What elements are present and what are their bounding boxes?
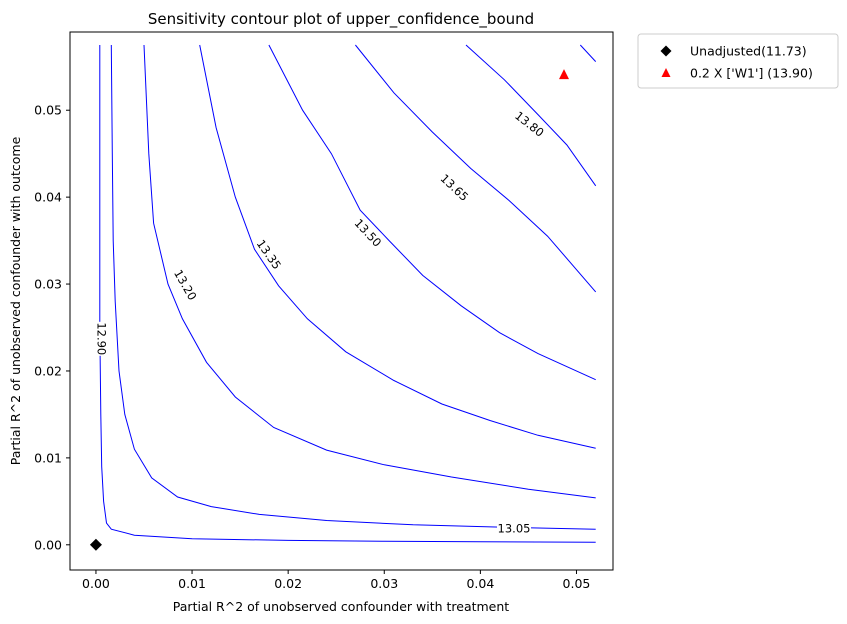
legend-diamond-marker xyxy=(660,45,672,57)
contour-label-group: 13.65 xyxy=(437,170,472,205)
unadjusted-marker xyxy=(89,538,102,551)
contour-label-background xyxy=(253,236,285,273)
contour-lines xyxy=(99,44,597,543)
x-tick-label: 0.05 xyxy=(563,576,591,591)
contour-label-group: 13.20 xyxy=(170,266,200,304)
contour-label-background xyxy=(94,321,109,356)
x-tick-label: 0.01 xyxy=(178,576,206,591)
x-tick-label: 0.03 xyxy=(370,576,398,591)
y-tick-label: 0.03 xyxy=(34,277,62,292)
legend-box xyxy=(637,33,839,89)
y-tick-label: 0.05 xyxy=(34,103,62,118)
y-tick-label: 0.04 xyxy=(34,190,62,205)
contour-line-13-95 xyxy=(579,44,597,62)
contour-label: 13.80 xyxy=(512,108,547,139)
x-axis-ticks: 0.00 0.01 0.02 0.03 0.04 0.05 xyxy=(82,570,590,591)
legend: Unadjusted(11.73) 0.2 X ['W1'] (13.90) xyxy=(637,33,839,89)
x-tick-label: 0.02 xyxy=(274,576,302,591)
y-tick-label: 0.01 xyxy=(34,450,62,465)
legend-entry-label: 0.2 X ['W1'] (13.90) xyxy=(690,66,813,81)
y-axis-ticks: 0.00 0.01 0.02 0.03 0.04 0.05 xyxy=(34,103,70,552)
y-tick-label: 0.00 xyxy=(34,537,62,552)
contour-line-13-65 xyxy=(355,44,597,293)
contour-label-background xyxy=(437,170,472,205)
contour-label-group: 13.50 xyxy=(351,215,385,251)
contour-line-13-05 xyxy=(110,44,596,530)
contour-label-background xyxy=(351,215,385,251)
x-tick-label: 0.00 xyxy=(82,576,110,591)
contour-label: 13.05 xyxy=(498,521,531,535)
contour-label-background xyxy=(511,108,548,141)
contour-line-13-5 xyxy=(268,44,596,381)
contour-label: 13.20 xyxy=(171,267,200,303)
contour-label: 12.90 xyxy=(95,322,109,355)
point-markers xyxy=(89,69,569,551)
y-axis-label: Partial R^2 of unobserved confounder wit… xyxy=(8,136,23,465)
legend-entry-label: Unadjusted(11.73) xyxy=(690,44,807,59)
contour-line-13-35 xyxy=(199,44,596,449)
x-axis-label: Partial R^2 of unobserved confounder wit… xyxy=(173,599,510,614)
contour-label-background xyxy=(497,521,531,536)
contour-label-group: 13.05 xyxy=(497,521,531,536)
contour-label-background xyxy=(170,266,200,304)
contour-label-group: 12.90 xyxy=(94,321,109,356)
y-tick-label: 0.02 xyxy=(34,363,62,378)
legend-triangle-marker xyxy=(661,68,671,77)
contour-label: 13.65 xyxy=(438,171,472,204)
plot-frame xyxy=(69,31,614,571)
contour-line-13-2 xyxy=(143,44,596,499)
chart-title: Sensitivity contour plot of upper_confid… xyxy=(148,10,534,29)
contour-label: 13.50 xyxy=(352,216,385,250)
contour-label-group: 13.80 xyxy=(511,108,548,141)
contour-line-13-8 xyxy=(465,44,597,187)
x-tick-label: 0.04 xyxy=(466,576,494,591)
benchmark-marker xyxy=(558,69,569,80)
